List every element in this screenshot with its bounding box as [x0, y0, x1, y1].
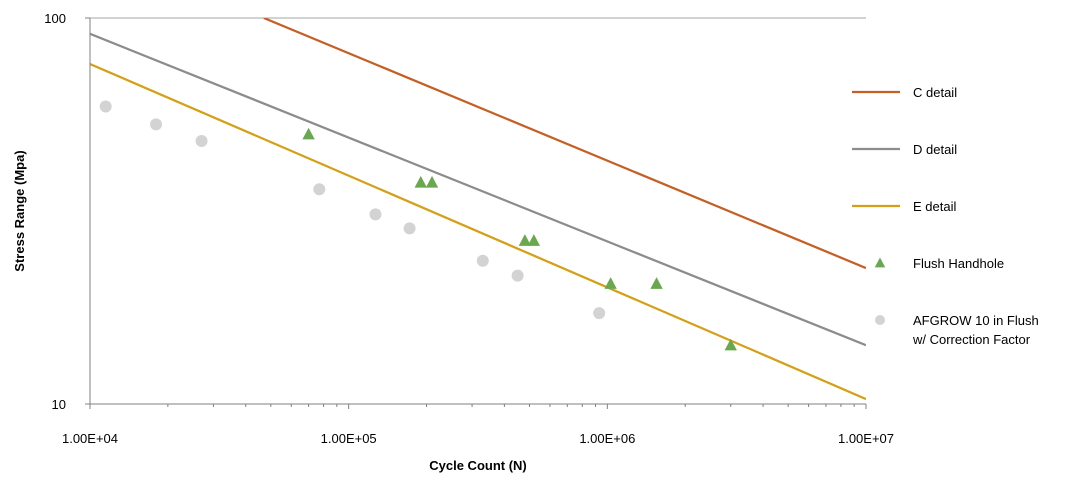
legend: C detail D detail E detail Flush Handhole AF…	[852, 85, 1039, 347]
legend-item-c-detail: C detail	[852, 85, 957, 100]
point-flush-handhole-4	[527, 234, 541, 246]
y-tick-label: 100	[44, 11, 66, 26]
series-markers	[99, 100, 737, 351]
x-tick-label: 1.00E+04	[62, 431, 118, 446]
legend-item-afgrow-10-in-flush-w-correction-factor: AFGROW 10 in Flush w/ Correction Factor	[875, 313, 1039, 347]
legend-swatch	[875, 315, 885, 325]
x-tick-label: 1.00E+06	[579, 431, 635, 446]
point-afgrow-10-in-flush-w-correction-factor-2	[195, 135, 208, 148]
point-flush-handhole-7	[724, 338, 737, 351]
point-afgrow-10-in-flush-w-correction-factor-0	[99, 100, 112, 113]
point-afgrow-10-in-flush-w-correction-factor-4	[369, 208, 382, 221]
legend-item-flush-handhole: Flush Handhole	[874, 256, 1004, 271]
legend-label: E detail	[913, 199, 956, 214]
point-flush-handhole-0	[302, 127, 315, 140]
x-tick-label: 1.00E+05	[321, 431, 377, 446]
series-line-e-detail	[90, 62, 866, 401]
series-line-d-detail	[90, 32, 866, 347]
point-afgrow-10-in-flush-w-correction-factor-6	[476, 254, 489, 267]
point-afgrow-10-in-flush-w-correction-factor-5	[403, 222, 416, 235]
legend-label: AFGROW 10 in Flush	[913, 313, 1039, 328]
series-line-c-detail	[263, 18, 866, 270]
point-flush-handhole-3	[518, 234, 532, 246]
y-tick-label: 10	[52, 397, 66, 412]
axes	[85, 17, 867, 409]
legend-swatch	[874, 257, 886, 268]
point-flush-handhole-1	[414, 175, 427, 188]
legend-label: w/ Correction Factor	[912, 332, 1031, 347]
point-flush-handhole-6	[650, 277, 663, 289]
x-tick-label: 1.00E+07	[838, 431, 894, 446]
legend-label: D detail	[913, 142, 957, 157]
legend-label: Flush Handhole	[913, 256, 1004, 271]
point-afgrow-10-in-flush-w-correction-factor-7	[511, 269, 524, 282]
tick-labels: 1.00E+04 1.00E+05 1.00E+06 1.00E+07 10 100	[44, 11, 894, 446]
y-axis-title: Stress Range (Mpa)	[12, 150, 27, 271]
point-afgrow-10-in-flush-w-correction-factor-1	[150, 118, 163, 131]
legend-label: C detail	[913, 85, 957, 100]
point-afgrow-10-in-flush-w-correction-factor-8	[593, 307, 606, 320]
point-flush-handhole-5	[604, 277, 617, 289]
gridlines	[90, 17, 866, 405]
x-axis-title: Cycle Count (N)	[429, 458, 527, 473]
point-flush-handhole-2	[425, 175, 439, 188]
point-afgrow-10-in-flush-w-correction-factor-3	[313, 183, 326, 196]
series-lines	[90, 18, 866, 401]
legend-item-e-detail: E detail	[852, 199, 956, 214]
legend-item-d-detail: D detail	[852, 142, 957, 157]
